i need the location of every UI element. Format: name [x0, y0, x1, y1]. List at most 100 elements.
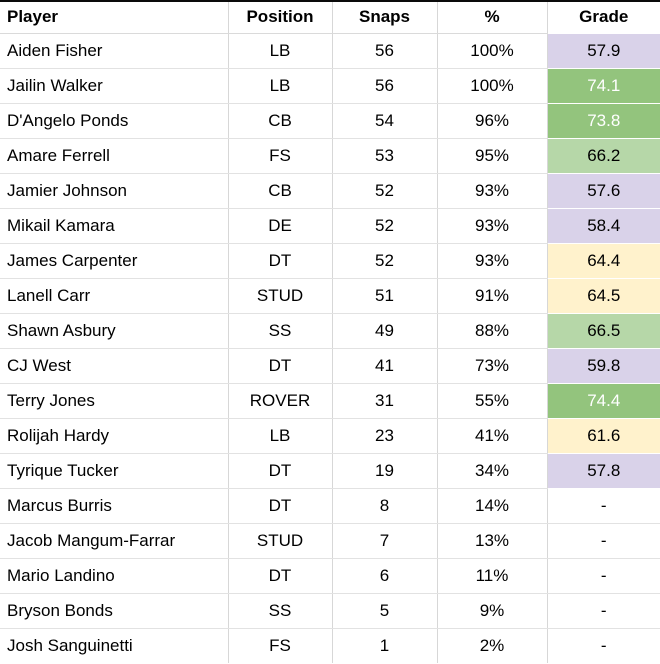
grade-cell[interactable]: 57.8 [546, 453, 660, 489]
position-cell[interactable]: STUD [227, 278, 332, 314]
position-cell[interactable]: FS [227, 628, 332, 663]
snaps-cell[interactable]: 19 [331, 453, 437, 489]
snaps-cell[interactable]: 23 [331, 418, 437, 454]
snaps-cell[interactable]: 53 [331, 138, 437, 174]
grade-cell[interactable]: 64.5 [546, 278, 660, 314]
snaps-cell[interactable]: 52 [331, 243, 437, 279]
player-cell[interactable]: Jailin Walker [0, 68, 228, 104]
pct-cell[interactable]: 96% [436, 103, 547, 139]
pct-cell[interactable]: 93% [436, 173, 547, 209]
position-cell[interactable]: STUD [227, 523, 332, 559]
pct-cell[interactable]: 100% [436, 33, 547, 69]
position-cell[interactable]: CB [227, 173, 332, 209]
grade-cell[interactable]: 57.9 [546, 33, 660, 69]
snaps-cell[interactable]: 52 [331, 173, 437, 209]
table-row: CJ West DT 41 73% 59.8 [0, 348, 660, 384]
snaps-cell[interactable]: 1 [331, 628, 437, 663]
position-cell[interactable]: CB [227, 103, 332, 139]
header-pct[interactable]: % [436, 1, 547, 34]
position-cell[interactable]: DT [227, 488, 332, 524]
snaps-cell[interactable]: 56 [331, 33, 437, 69]
snaps-cell[interactable]: 41 [331, 348, 437, 384]
header-player[interactable]: Player [0, 1, 228, 34]
pct-cell[interactable]: 2% [436, 628, 547, 663]
player-cell[interactable]: Amare Ferrell [0, 138, 228, 174]
player-cell[interactable]: Bryson Bonds [0, 593, 228, 629]
position-cell[interactable]: DT [227, 453, 332, 489]
position-cell[interactable]: ROVER [227, 383, 332, 419]
pct-cell[interactable]: 95% [436, 138, 547, 174]
grade-cell[interactable]: 64.4 [546, 243, 660, 279]
player-cell[interactable]: James Carpenter [0, 243, 228, 279]
pct-cell[interactable]: 91% [436, 278, 547, 314]
pct-cell[interactable]: 41% [436, 418, 547, 454]
player-cell[interactable]: D'Angelo Ponds [0, 103, 228, 139]
player-cell[interactable]: Rolijah Hardy [0, 418, 228, 454]
table-row: Rolijah Hardy LB 23 41% 61.6 [0, 418, 660, 454]
position-cell[interactable]: DE [227, 208, 332, 244]
pct-cell[interactable]: 13% [436, 523, 547, 559]
player-cell[interactable]: Marcus Burris [0, 488, 228, 524]
pct-cell[interactable]: 14% [436, 488, 547, 524]
grade-cell[interactable]: 57.6 [546, 173, 660, 209]
player-cell[interactable]: Aiden Fisher [0, 33, 228, 69]
pct-cell[interactable]: 11% [436, 558, 547, 594]
snaps-cell[interactable]: 8 [331, 488, 437, 524]
position-cell[interactable]: DT [227, 558, 332, 594]
position-cell[interactable]: LB [227, 68, 332, 104]
grade-cell[interactable]: - [546, 558, 660, 594]
position-cell[interactable]: SS [227, 313, 332, 349]
grade-cell[interactable]: 66.5 [546, 313, 660, 349]
position-cell[interactable]: LB [227, 33, 332, 69]
pct-cell[interactable]: 34% [436, 453, 547, 489]
snaps-cell[interactable]: 7 [331, 523, 437, 559]
pct-cell[interactable]: 9% [436, 593, 547, 629]
grade-cell[interactable]: 66.2 [546, 138, 660, 174]
pct-cell[interactable]: 93% [436, 243, 547, 279]
player-cell[interactable]: Tyrique Tucker [0, 453, 228, 489]
position-cell[interactable]: DT [227, 348, 332, 384]
grade-cell[interactable]: 59.8 [546, 348, 660, 384]
pct-cell[interactable]: 55% [436, 383, 547, 419]
grade-cell[interactable]: 73.8 [546, 103, 660, 139]
grade-cell[interactable]: 58.4 [546, 208, 660, 244]
player-cell[interactable]: CJ West [0, 348, 228, 384]
grade-cell[interactable]: 61.6 [546, 418, 660, 454]
player-cell[interactable]: Jacob Mangum-Farrar [0, 523, 228, 559]
player-cell[interactable]: Mikail Kamara [0, 208, 228, 244]
player-cell[interactable]: Lanell Carr [0, 278, 228, 314]
position-cell[interactable]: LB [227, 418, 332, 454]
player-cell[interactable]: Josh Sanguinetti [7, 635, 133, 655]
snaps-cell[interactable]: 6 [331, 558, 437, 594]
position-cell[interactable]: DT [227, 243, 332, 279]
pct-cell[interactable]: 93% [436, 208, 547, 244]
snaps-cell[interactable]: 31 [331, 383, 437, 419]
snaps-cell[interactable]: 51 [331, 278, 437, 314]
snaps-cell[interactable]: 5 [331, 593, 437, 629]
pct-cell[interactable]: 88% [436, 313, 547, 349]
snaps-cell[interactable]: 52 [331, 208, 437, 244]
player-cell[interactable]: Shawn Asbury [0, 313, 228, 349]
header-grade[interactable]: Grade [546, 1, 660, 34]
table-row: Tyrique Tucker DT 19 34% 57.8 [0, 453, 660, 489]
header-position[interactable]: Position [227, 1, 332, 34]
player-cell[interactable]: Jamier Johnson [0, 173, 228, 209]
pct-cell[interactable]: 100% [436, 68, 547, 104]
snaps-cell[interactable]: 56 [331, 68, 437, 104]
table-row: Lanell Carr STUD 51 91% 64.5 [0, 278, 660, 314]
grade-cell[interactable]: - [546, 488, 660, 524]
snaps-cell[interactable]: 54 [331, 103, 437, 139]
position-cell[interactable]: FS [227, 138, 332, 174]
table-row: Mikail Kamara DE 52 93% 58.4 [0, 208, 660, 244]
snaps-cell[interactable]: 49 [331, 313, 437, 349]
player-cell[interactable]: Terry Jones [0, 383, 228, 419]
position-cell[interactable]: SS [227, 593, 332, 629]
header-snaps[interactable]: Snaps [331, 1, 437, 34]
pct-cell[interactable]: 73% [436, 348, 547, 384]
player-cell[interactable]: Mario Landino [0, 558, 228, 594]
grade-cell[interactable]: 74.1 [546, 68, 660, 104]
grade-cell[interactable]: - [546, 628, 660, 663]
grade-cell[interactable]: - [546, 593, 660, 629]
grade-cell[interactable]: - [546, 523, 660, 559]
grade-cell[interactable]: 74.4 [546, 383, 660, 419]
